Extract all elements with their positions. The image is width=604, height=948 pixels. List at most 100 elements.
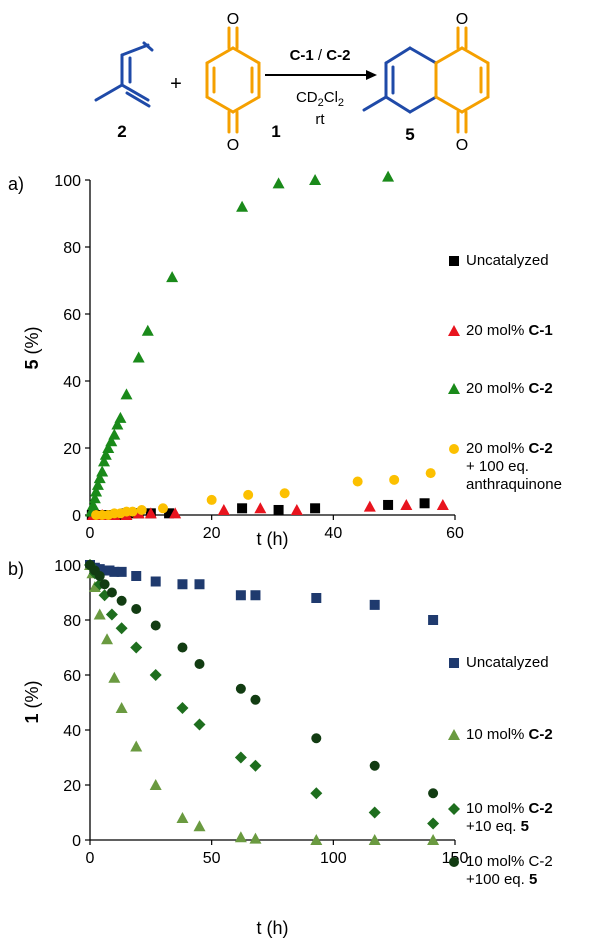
- data-point: [105, 435, 118, 447]
- arrowhead: [366, 70, 377, 80]
- y-tick-label: 40: [63, 723, 81, 740]
- data-point: [436, 498, 449, 510]
- data-point: [177, 642, 188, 653]
- data-point: [97, 455, 110, 467]
- data-point: [176, 812, 189, 823]
- data-point: [389, 474, 400, 485]
- data-point: [127, 506, 138, 517]
- data-point: [383, 499, 394, 510]
- data-point: [249, 832, 262, 844]
- data-point: [158, 503, 168, 514]
- data-point: [235, 683, 246, 694]
- data-point: [105, 608, 118, 621]
- legend-entry: 20 mol% C-2 + 100 eq. anthraquinone: [466, 440, 562, 493]
- y-tick-label: 100: [54, 173, 81, 190]
- data-point: [101, 633, 114, 645]
- legend-swatch: [448, 383, 460, 394]
- panel-label: b): [8, 559, 24, 579]
- reaction-scheme: 2 + O O 1 C-1 / C-2 CD2Cl2 rt: [94, 11, 490, 154]
- data-point: [235, 590, 246, 601]
- legend-swatch: [449, 658, 459, 668]
- data-point: [111, 418, 124, 430]
- data-point: [194, 659, 205, 669]
- data-point: [234, 831, 247, 843]
- data-point: [106, 587, 117, 598]
- reactant-1-label: 1: [271, 122, 280, 141]
- series-1: [85, 560, 439, 625]
- y-axis-label: 5 (%): [22, 326, 42, 369]
- data-point: [114, 411, 127, 423]
- data-point: [194, 579, 205, 590]
- benzoquinone-structure: [205, 26, 261, 134]
- data-point: [273, 504, 284, 515]
- legend-entry: Uncatalyzed: [466, 252, 549, 269]
- series-3: [85, 170, 395, 517]
- legend-swatch: [449, 444, 459, 454]
- series-4: [91, 468, 436, 520]
- data-point: [88, 492, 101, 504]
- legend-swatch: [448, 803, 460, 815]
- legend-swatch: [449, 256, 459, 266]
- data-point: [130, 740, 143, 752]
- plus-sign: +: [170, 73, 182, 95]
- legend-swatch: [448, 729, 460, 740]
- legend-entry: 10 mol% C-2 +100 eq. 5: [466, 853, 553, 888]
- data-point: [108, 428, 121, 440]
- legend-entry: Uncatalyzed: [466, 654, 549, 671]
- data-point: [169, 507, 182, 519]
- y-tick-label: 20: [63, 778, 81, 795]
- oxygen-label: O: [456, 137, 468, 154]
- reactant-2-label: 2: [117, 122, 126, 141]
- legend-swatch: [449, 857, 459, 867]
- data-point: [116, 595, 127, 606]
- data-point: [449, 857, 459, 867]
- data-point: [99, 579, 110, 590]
- data-point: [237, 503, 248, 514]
- x-tick-label: 0: [86, 525, 95, 542]
- data-point: [309, 174, 322, 185]
- x-tick-label: 0: [86, 850, 95, 867]
- data-point: [272, 177, 285, 189]
- data-point: [234, 751, 247, 764]
- data-point: [290, 503, 303, 515]
- data-point: [427, 817, 440, 830]
- data-point: [419, 498, 430, 509]
- x-axis-label: t (h): [256, 529, 288, 549]
- data-point: [90, 485, 103, 497]
- y-tick-label: 60: [63, 668, 81, 685]
- oxygen-label: O: [227, 11, 239, 28]
- legend-entry: 10 mol% C-2: [466, 726, 553, 743]
- data-point: [193, 718, 206, 731]
- data-point: [448, 325, 460, 336]
- data-point: [132, 351, 145, 363]
- data-point: [368, 834, 381, 845]
- data-point: [428, 788, 439, 799]
- data-point: [136, 504, 147, 515]
- data-point: [141, 324, 154, 336]
- data-point: [149, 669, 162, 681]
- x-tick-label: 40: [324, 525, 342, 542]
- data-point: [363, 500, 376, 512]
- data-point: [427, 834, 440, 845]
- data-point: [206, 494, 217, 505]
- oxygen-label: O: [456, 11, 468, 28]
- data-point: [449, 658, 459, 668]
- data-point: [425, 468, 436, 479]
- data-point: [368, 806, 381, 819]
- solvent-label: CD2Cl2: [296, 89, 344, 109]
- data-point: [144, 507, 157, 519]
- data-point: [88, 581, 101, 592]
- y-tick-label: 0: [72, 508, 81, 525]
- legend-entry: 20 mol% C-2: [466, 380, 553, 397]
- data-point: [176, 702, 189, 714]
- data-point: [236, 200, 249, 212]
- catalyst-label: C-1 / C-2: [290, 47, 351, 64]
- temperature-label: rt: [315, 111, 325, 128]
- data-point: [448, 803, 460, 815]
- data-point: [115, 622, 128, 635]
- data-point: [448, 729, 460, 740]
- y-tick-label: 0: [72, 833, 81, 850]
- data-point: [94, 571, 105, 581]
- data-point: [449, 444, 459, 454]
- data-point: [164, 508, 175, 519]
